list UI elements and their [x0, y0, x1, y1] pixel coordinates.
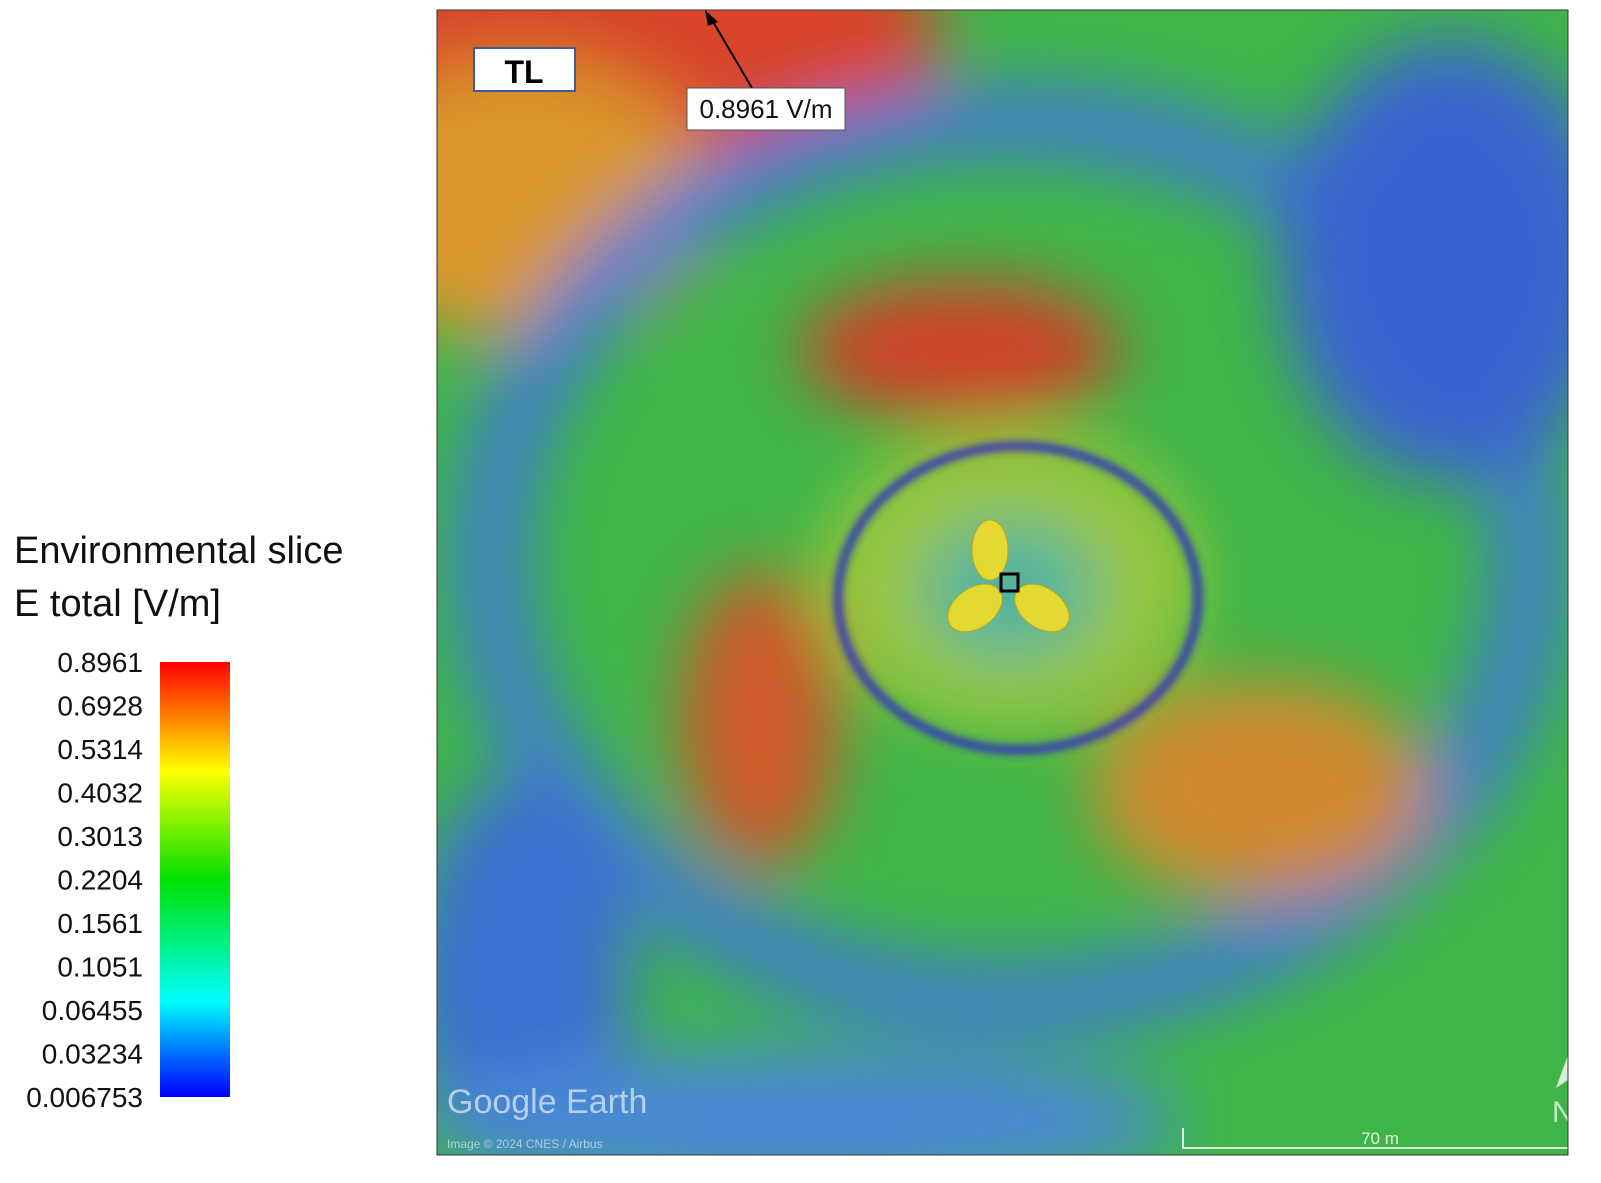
antenna-site — [999, 572, 1020, 593]
credit: Image © 2024 CNES / Airbus — [447, 1137, 603, 1151]
field-overlay — [437, 10, 1568, 1155]
annotation-box — [686, 87, 846, 131]
map: TL 0.8961 V/m Google Earth Image © 2024 … — [437, 10, 1574, 1155]
legend-label: 0.1051 — [57, 952, 143, 983]
legend: Environmental slice E total [V/m] 0.8961… — [14, 530, 343, 1113]
annotation-arrow — [705, 10, 718, 26]
legend-label: 0.06455 — [42, 995, 143, 1026]
annotation-leader — [711, 19, 753, 89]
legend-title: E total [V/m] — [14, 583, 221, 625]
annotation: 0.8961 V/m — [700, 94, 833, 124]
legend-label: 0.8961 — [57, 647, 143, 678]
color-bar — [160, 662, 230, 1097]
scale-bar — [1182, 1128, 1568, 1149]
scale-label: 70 m — [1361, 1129, 1399, 1148]
badge: TL — [504, 54, 543, 90]
legend-label: 0.2204 — [57, 865, 143, 896]
antenna-pattern — [947, 519, 1070, 633]
legend-label: 0.4032 — [57, 778, 143, 809]
watermark: Google Earth — [447, 1083, 647, 1121]
compass — [1556, 1055, 1568, 1088]
legend-label: 0.03234 — [42, 1039, 143, 1070]
badge-box — [473, 47, 576, 92]
legend-label: 0.5314 — [57, 734, 143, 765]
inner-ring — [833, 441, 1203, 755]
compass-label: N — [1552, 1096, 1574, 1129]
legend-title: Environmental slice — [14, 530, 343, 572]
legend-label: 0.3013 — [57, 821, 143, 852]
map-frame — [436, 9, 1569, 1156]
legend-label: 0.006753 — [26, 1082, 143, 1113]
legend-label: 0.6928 — [57, 691, 143, 722]
legend-label: 0.1561 — [57, 908, 143, 939]
